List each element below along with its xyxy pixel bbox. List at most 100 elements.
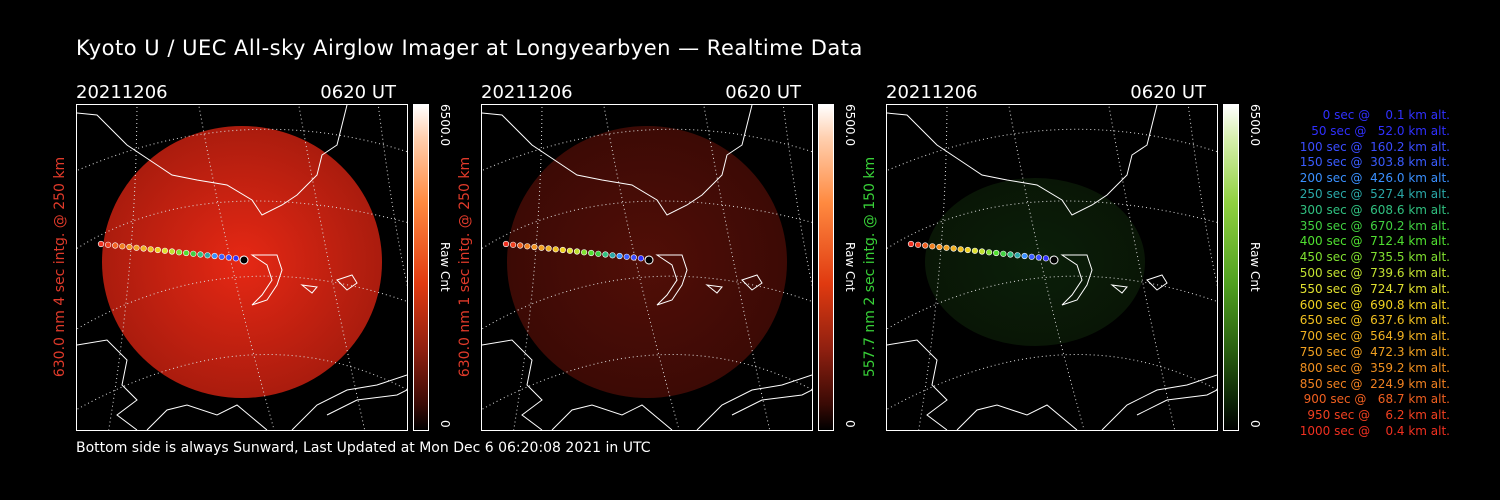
coastline [887, 105, 1158, 216]
coastline [655, 254, 688, 306]
trajectory-point [573, 248, 581, 255]
trajectory-point [133, 244, 140, 251]
trajectory-point [538, 244, 545, 251]
trajectory-point [616, 252, 623, 260]
colorbar-unit: Raw Cnt [438, 242, 452, 292]
legend-entry: 650 sec @ 637.6 km alt. [1295, 313, 1450, 328]
colorbar [413, 104, 429, 431]
panel-date: 20211206 [481, 82, 573, 103]
grid-line [482, 200, 812, 250]
colorbar [1223, 104, 1239, 431]
grid-line [887, 128, 1217, 172]
trajectory-point [580, 249, 588, 256]
trajectory-point [915, 241, 922, 248]
trajectory-point [1028, 253, 1035, 260]
trajectory-point [204, 252, 211, 259]
trajectory-point [97, 240, 105, 248]
trajectory-point [105, 241, 112, 248]
grid-line [77, 275, 407, 330]
grid-line [1187, 105, 1217, 287]
legend-entry: 750 sec @ 472.3 km alt. [1295, 344, 1450, 359]
colorbar [818, 104, 834, 431]
page-title: Kyoto U / UEC All-sky Airglow Imager at … [76, 36, 863, 60]
legend-entry: 600 sec @ 690.8 km alt. [1295, 297, 1450, 312]
footer-note: Bottom side is always Sunward, Last Upda… [76, 440, 651, 456]
legend-entry: 50 sec @ 52.0 km alt. [1303, 123, 1450, 138]
coastline [1101, 374, 1217, 430]
trajectory-point [971, 247, 978, 254]
trajectory-point [1021, 252, 1028, 260]
grid-line [108, 105, 138, 430]
trajectory-point [524, 243, 531, 250]
allsky-image [886, 104, 1218, 431]
coastline [77, 339, 138, 430]
trajectory-point [183, 249, 190, 257]
trajectory-point [1035, 254, 1042, 261]
legend-entry: 350 sec @ 670.2 km alt. [1295, 218, 1450, 233]
trajectory-point [1042, 255, 1049, 262]
grid-line [887, 275, 1217, 330]
grid-line [887, 200, 1217, 250]
trajectory-point [531, 243, 538, 251]
trajectory-point [545, 245, 552, 252]
legend-entry: 450 sec @ 735.5 km alt. [1295, 250, 1450, 265]
coastline [482, 105, 753, 216]
trajectory-point [566, 247, 573, 254]
trajectory-point [559, 246, 566, 254]
grid-line [782, 105, 812, 287]
trajectory-point [595, 250, 602, 257]
trajectory-point [1000, 250, 1007, 257]
coastline [77, 105, 348, 216]
trajectory-point [517, 242, 524, 249]
trajectory-point [225, 254, 232, 261]
station-marker [644, 255, 654, 265]
panel-date: 20211206 [886, 82, 978, 103]
coastline [146, 404, 268, 430]
trajectory-point [637, 255, 644, 262]
panel-time: 0620 UT [725, 82, 801, 103]
trajectory-point [510, 241, 517, 248]
trajectory-point [964, 246, 971, 254]
imager-panel: 20211206 0620 UT 630.0 nm 1 sec intg. @ 25… [457, 82, 871, 432]
coastline [1110, 284, 1128, 294]
trajectory-point [161, 247, 168, 254]
trajectory-point [502, 240, 510, 248]
trajectory-point [218, 253, 225, 260]
panel-time: 0620 UT [320, 82, 396, 103]
trajectory-point [140, 245, 147, 252]
panel-time: 0620 UT [1130, 82, 1206, 103]
trajectory-point [175, 249, 183, 256]
legend-entry: 700 sec @ 564.9 km alt. [1295, 329, 1450, 344]
trajectory-point [950, 245, 957, 252]
allsky-image [481, 104, 813, 431]
coastline [1060, 254, 1093, 306]
trajectory-point [602, 251, 609, 258]
allsky-image [76, 104, 408, 431]
imager-panel: 20211206 0620 UT 557.7 nm 2 sec intg. @ 15… [862, 82, 1276, 432]
trajectory-point [957, 246, 964, 253]
trajectory-point [588, 249, 595, 257]
trajectory-point [978, 248, 986, 255]
colorbar-max: 6500.0 [438, 104, 452, 146]
wavelength-label: 630.0 nm 4 sec intg. @ 250 km [52, 156, 68, 378]
wavelength-label: 557.7 nm 2 sec intg. @ 150 km [862, 156, 878, 378]
coastline [300, 284, 318, 294]
trajectory-point [936, 243, 943, 251]
coastline [741, 274, 763, 291]
grid-line [482, 354, 812, 411]
colorbar-min: 0 [438, 420, 452, 428]
legend-entry: 300 sec @ 608.6 km alt. [1295, 202, 1450, 217]
coastline [336, 274, 358, 291]
trajectory-point [630, 254, 637, 261]
grid-line [77, 200, 407, 250]
coastline [1146, 274, 1168, 291]
coastline [291, 374, 407, 430]
trajectory-point [232, 255, 239, 262]
trajectory-point [922, 242, 929, 249]
trajectory-point [147, 246, 154, 253]
coastline [551, 404, 673, 430]
colorbar-unit: Raw Cnt [843, 242, 857, 292]
coastline [482, 339, 543, 430]
coastline [250, 254, 283, 306]
trajectory-point [943, 244, 950, 251]
